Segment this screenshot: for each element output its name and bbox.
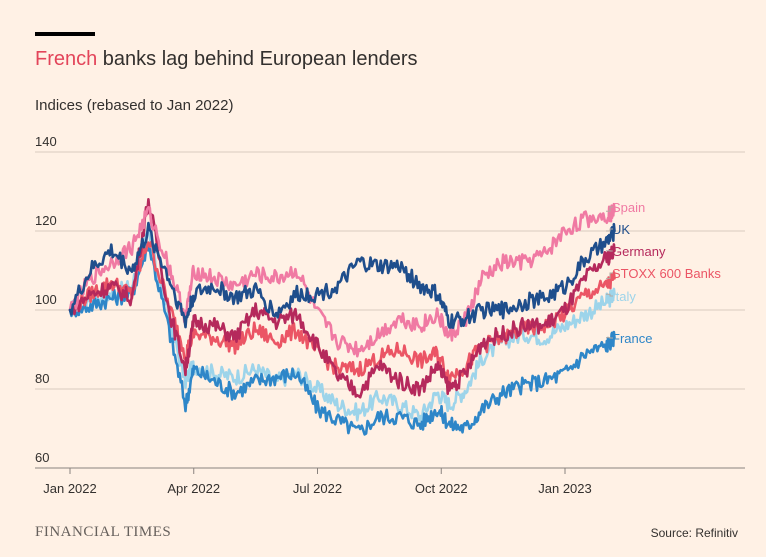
chart-subtitle: Indices (rebased to Jan 2022) (35, 97, 234, 114)
series-line-uk (68, 221, 616, 330)
series-lines (68, 198, 616, 436)
y-tick-label: 80 (35, 371, 49, 386)
label-leader (606, 293, 613, 297)
label-leader (606, 272, 613, 279)
title-accent-bar (35, 32, 95, 36)
chart-title: French banks lag behind European lenders (35, 48, 417, 71)
series-labels: Spain UK Germany STOXX 600 Banks Italy France (606, 200, 721, 346)
source-note: Source: Refinitiv (650, 526, 738, 540)
series-label-uk: UK (612, 222, 630, 237)
x-tick-label: Oct 2022 (415, 481, 468, 496)
ft-logo-text: FINANCIAL TIMES (35, 524, 172, 540)
y-tick-label: 60 (35, 450, 49, 465)
series-label-italy: Italy (612, 289, 636, 304)
label-leader (606, 228, 613, 232)
x-tick-label: Jul 2022 (293, 481, 342, 496)
series-label-france: France (612, 331, 652, 346)
series-line-france (68, 243, 616, 436)
grid-lines: 60 80 100 120 140 (35, 134, 745, 469)
y-tick-label: 120 (35, 213, 57, 228)
title-highlight: French (35, 48, 98, 70)
y-tick-label: 100 (35, 292, 57, 307)
y-tick-label: 140 (35, 134, 57, 149)
x-tick-label: Apr 2022 (167, 481, 220, 496)
series-label-spain: Spain (612, 200, 645, 215)
label-leader (606, 206, 613, 212)
x-tick-label: Jan 2023 (538, 481, 592, 496)
x-tick-label: Jan 2022 (43, 481, 97, 496)
series-label-germany: Germany (612, 244, 666, 259)
series-label-stoxx-600-banks: STOXX 600 Banks (612, 266, 721, 281)
title-rest: banks lag behind European lenders (97, 48, 418, 70)
series-line-germany (68, 198, 616, 399)
x-axis: Jan 2022 Apr 2022 Jul 2022 Oct 2022 Jan 2023 (43, 468, 592, 496)
series-line-spain (68, 202, 616, 358)
